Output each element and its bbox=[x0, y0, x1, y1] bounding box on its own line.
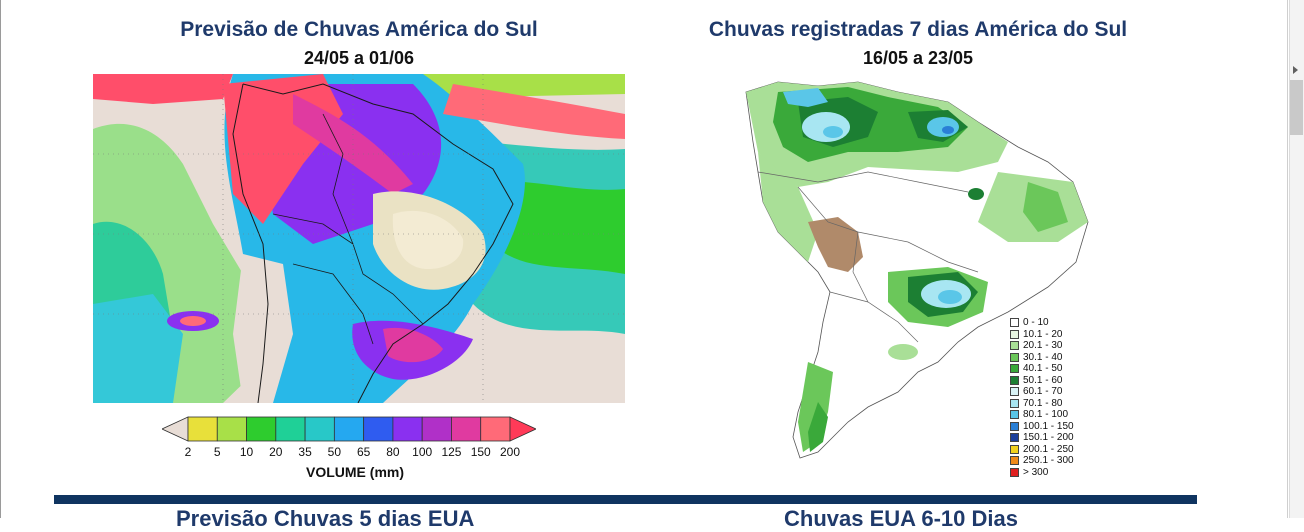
legend-item: 60.1 - 70 bbox=[1010, 386, 1074, 398]
colorbar-tick-label: 10 bbox=[239, 445, 254, 459]
next-section-right-title: Chuvas EUA 6-10 Dias bbox=[784, 506, 1018, 531]
colorbar-tick-label: 5 bbox=[213, 445, 221, 459]
legend-item: 70.1 - 80 bbox=[1010, 398, 1074, 410]
legend-swatch bbox=[1010, 375, 1019, 385]
forecast-title: Previsão de Chuvas América do Sul bbox=[180, 18, 538, 41]
legend-item: 150.1 - 200 bbox=[1010, 432, 1074, 444]
colorbar-segment bbox=[509, 416, 536, 442]
page-frame-left bbox=[0, 0, 1, 518]
legend-label: 150.1 - 200 bbox=[1023, 432, 1074, 444]
colorbar-segment bbox=[187, 416, 218, 442]
colorbar-unit-label: VOLUME (mm) bbox=[306, 464, 404, 480]
colorbar-tick-label: 2 bbox=[184, 445, 192, 459]
observed-period: 16/05 a 23/05 bbox=[862, 48, 974, 68]
colorbar-segment bbox=[333, 416, 365, 442]
next-section-left-title: Previsão Chuvas 5 dias EUA bbox=[176, 506, 475, 531]
legend-item: 30.1 - 40 bbox=[1010, 352, 1074, 364]
legend-swatch bbox=[1010, 444, 1019, 454]
scrollbar-thumb[interactable] bbox=[1290, 80, 1303, 135]
colorbar-segment bbox=[275, 416, 306, 442]
colorbar-tick-label: 150 bbox=[470, 445, 491, 459]
colorbar-segment bbox=[392, 416, 423, 442]
colorbar-segment bbox=[421, 416, 452, 442]
colorbar-tick-label: 50 bbox=[327, 445, 342, 459]
legend-swatch bbox=[1010, 318, 1019, 328]
legend-item: 80.1 - 100 bbox=[1010, 409, 1074, 421]
legend-label: 30.1 - 40 bbox=[1023, 351, 1063, 363]
legend-swatch bbox=[1010, 398, 1019, 408]
legend-item: 250.1 - 300 bbox=[1010, 455, 1074, 467]
legend-label: 70.1 - 80 bbox=[1023, 397, 1063, 409]
forecast-map-graphic bbox=[93, 74, 625, 403]
legend-label: 60.1 - 70 bbox=[1023, 386, 1063, 398]
legend-swatch bbox=[1010, 341, 1019, 351]
legend-item: 50.1 - 60 bbox=[1010, 375, 1074, 387]
legend-label: 100.1 - 150 bbox=[1023, 420, 1074, 432]
forecast-rain-map bbox=[93, 74, 625, 403]
legend-item: 40.1 - 50 bbox=[1010, 363, 1074, 375]
legend-swatch bbox=[1010, 456, 1019, 466]
legend-label: 80.1 - 100 bbox=[1023, 409, 1069, 421]
vertical-scrollbar[interactable] bbox=[1289, 0, 1304, 518]
observed-title: Chuvas registradas 7 dias América do Sul bbox=[708, 18, 1128, 41]
legend-swatch bbox=[1010, 329, 1019, 339]
legend-swatch bbox=[1010, 387, 1019, 397]
legend-swatch bbox=[1010, 433, 1019, 443]
colorbar-segment bbox=[451, 416, 482, 442]
legend-swatch bbox=[1010, 364, 1019, 374]
colorbar-tick-label: 200 bbox=[499, 445, 521, 459]
observed-rain-map bbox=[738, 72, 1100, 460]
colorbar-tick-label: 65 bbox=[356, 445, 371, 459]
legend-item: 0 - 10 bbox=[1010, 317, 1074, 329]
legend-label: 40.1 - 50 bbox=[1023, 363, 1063, 375]
colorbar-tick-label: 20 bbox=[269, 445, 283, 459]
colorbar-tick-label: 80 bbox=[386, 445, 400, 459]
legend-label: 50.1 - 60 bbox=[1023, 374, 1063, 386]
colorbar-segment bbox=[216, 416, 247, 442]
legend-label: > 300 bbox=[1023, 466, 1049, 478]
forecast-colorbar bbox=[162, 416, 536, 442]
legend-item: > 300 bbox=[1010, 467, 1074, 479]
legend-swatch bbox=[1010, 410, 1019, 420]
scroll-arrow-icon[interactable] bbox=[1293, 66, 1298, 74]
observed-legend: 0 - 10 10.1 - 20 20.1 - 30 30.1 - 40 40.1 - … bbox=[1010, 317, 1074, 478]
legend-item: 200.1 - 250 bbox=[1010, 444, 1074, 456]
colorbar-segment bbox=[304, 416, 335, 442]
page-frame-right bbox=[1287, 0, 1288, 518]
legend-label: 0 - 10 bbox=[1023, 317, 1049, 329]
legend-item: 20.1 - 30 bbox=[1010, 340, 1074, 352]
colorbar-tick-label: 100 bbox=[412, 445, 433, 459]
legend-swatch bbox=[1010, 352, 1019, 362]
legend-label: 250.1 - 300 bbox=[1023, 455, 1074, 467]
forecast-period: 24/05 a 01/06 bbox=[303, 48, 415, 68]
section-divider bbox=[54, 495, 1197, 504]
colorbar-segment bbox=[162, 416, 189, 442]
colorbar-tick-label: 35 bbox=[298, 445, 312, 459]
observed-map-graphic bbox=[745, 81, 1089, 459]
legend-label: 200.1 - 250 bbox=[1023, 443, 1074, 455]
legend-item: 10.1 - 20 bbox=[1010, 329, 1074, 341]
legend-swatch bbox=[1010, 467, 1019, 477]
colorbar-segment bbox=[246, 416, 277, 442]
legend-swatch bbox=[1010, 421, 1019, 431]
legend-item: 100.1 - 150 bbox=[1010, 421, 1074, 433]
colorbar-tick-label: 125 bbox=[441, 445, 462, 459]
colorbar-segment bbox=[480, 416, 511, 442]
colorbar-segment bbox=[363, 416, 394, 442]
legend-label: 20.1 - 30 bbox=[1023, 340, 1063, 352]
legend-label: 10.1 - 20 bbox=[1023, 328, 1063, 340]
